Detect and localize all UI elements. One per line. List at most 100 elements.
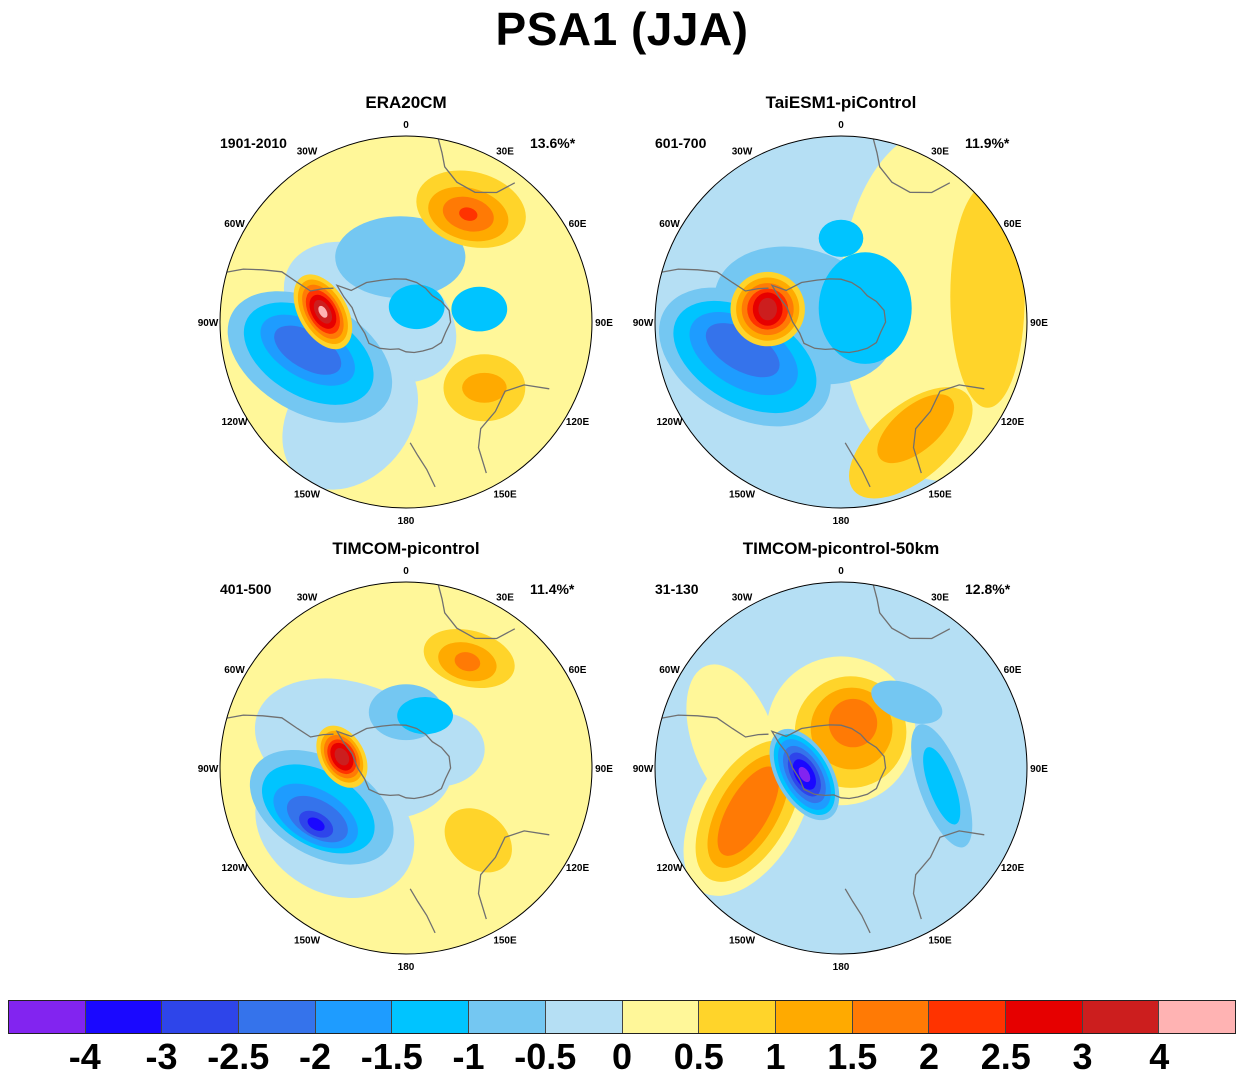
colorbar-swatch	[9, 1001, 86, 1033]
map-border	[219, 581, 593, 955]
longitude-label: 60W	[659, 219, 680, 230]
longitude-label: 90W	[633, 318, 654, 329]
colorbar-label: -1.5	[360, 1036, 423, 1077]
map-border	[654, 581, 1028, 955]
longitude-label: 0	[403, 120, 409, 131]
colorbar-label: 0.5	[673, 1036, 724, 1077]
map-panel: ERA20CM 1901-2010 13.6%* 0 30E 60E 90E 120E 150E…	[191, 93, 621, 538]
panel-years: 601-700	[655, 135, 707, 151]
panel-variance: 12.8%*	[965, 581, 1011, 597]
page-title: PSA1 (JJA)	[495, 3, 749, 55]
contour-region	[318, 305, 328, 318]
longitude-label: 150E	[493, 936, 517, 947]
contour-region	[923, 747, 961, 825]
anomaly-field	[220, 582, 592, 954]
colorbar-label: -0.5	[514, 1036, 577, 1077]
map-panel: TaiESM1-piControl 601-700 11.9%* 0 30E 60E 90E…	[626, 93, 1056, 538]
colorbar-label: 1	[765, 1036, 786, 1077]
longitude-label: 0	[403, 566, 409, 577]
contour-region	[950, 184, 1025, 408]
contour-region	[705, 323, 780, 378]
polar-map: 0 30E 60E 90E 120E 150E 180 150W 120W 90W 60W 30W	[198, 566, 614, 973]
longitude-label: 60W	[224, 665, 245, 676]
longitude-label: 30E	[931, 593, 949, 604]
coastline	[409, 442, 436, 488]
contour-region	[388, 284, 445, 330]
longitude-label: 120W	[656, 417, 683, 428]
panel-years: 1901-2010	[220, 135, 287, 151]
coastline	[409, 888, 436, 934]
longitude-label: 90E	[595, 764, 613, 775]
contour-region	[818, 219, 864, 257]
anomaly-field	[655, 582, 1027, 954]
coastline	[477, 384, 550, 474]
colorbar-swatch	[545, 1001, 623, 1033]
contour-region	[334, 748, 350, 766]
coastline	[912, 830, 985, 920]
longitude-label: 60E	[1004, 665, 1022, 676]
longitude-label: 120E	[1001, 417, 1025, 428]
colorbar-swatch	[392, 1001, 470, 1033]
coastline	[844, 442, 871, 488]
colorbar-swatch	[162, 1001, 240, 1033]
longitude-label: 180	[833, 962, 850, 973]
coastline	[657, 268, 769, 292]
longitude-label: 90E	[1030, 318, 1048, 329]
panel-title: TaiESM1-piControl	[765, 93, 917, 112]
longitude-label: 150W	[729, 490, 756, 501]
colorbar-label: -3	[145, 1036, 178, 1077]
contour-region	[454, 652, 481, 672]
coastline	[844, 888, 871, 934]
colorbar-label: -4	[68, 1036, 101, 1077]
coastline	[872, 138, 951, 194]
contour-region	[828, 698, 878, 748]
anomaly-field	[220, 136, 592, 508]
contour-region	[274, 325, 342, 375]
colorbar-label: 3	[1072, 1036, 1093, 1077]
longitude-label: 180	[833, 516, 850, 527]
colorbar-swatch	[852, 1001, 930, 1033]
longitude-label: 30E	[496, 147, 514, 158]
coastline	[222, 268, 334, 292]
colorbar-label: 0	[611, 1036, 633, 1077]
longitude-label: 150W	[294, 936, 321, 947]
contour-region	[871, 680, 943, 724]
contour-region	[397, 697, 453, 735]
longitude-label: 0	[838, 120, 844, 131]
longitude-label: 30E	[931, 147, 949, 158]
colorbar-swatch	[239, 1001, 316, 1033]
antarctica-coastline	[770, 724, 887, 800]
colorbar-label: -2.5	[207, 1036, 270, 1077]
colorbar-label: 2.5	[980, 1036, 1031, 1077]
colorbar-label: 2	[918, 1036, 940, 1077]
longitude-label: 150E	[928, 490, 952, 501]
longitude-label: 120W	[221, 863, 248, 874]
colorbar	[8, 1000, 1236, 1034]
longitude-label: 30W	[297, 593, 318, 604]
longitude-label: 0	[838, 566, 844, 577]
colorbar-swatch	[622, 1001, 700, 1033]
map-panel: TIMCOM-picontrol 401-500 11.4%* 0 30E 60E 90E 1…	[191, 539, 621, 984]
coastline	[872, 584, 951, 640]
contour-region	[459, 207, 478, 221]
longitude-label: 150E	[928, 936, 952, 947]
map-panel: TIMCOM-picontrol-50km 31-130 12.8%* 0 30E 60E…	[626, 539, 1056, 984]
polar-map: 0 30E 60E 90E 120E 150E 180 150W 120W 90W 60W 30W	[633, 120, 1049, 527]
longitude-label: 30W	[297, 147, 318, 158]
antarctica-coastline	[335, 724, 452, 800]
contour-region	[758, 297, 777, 321]
longitude-label: 120E	[566, 863, 590, 874]
anomaly-field	[655, 136, 1027, 508]
colorbar-swatch	[775, 1001, 853, 1033]
contour-region	[451, 286, 508, 332]
longitude-label: 180	[398, 516, 415, 527]
contour-region	[798, 766, 811, 783]
colorbar-swatch	[1159, 1001, 1235, 1033]
panel-years: 31-130	[655, 581, 699, 597]
map-border	[219, 135, 593, 509]
longitude-label: 90W	[633, 764, 654, 775]
panel-variance: 11.9%*	[965, 135, 1010, 151]
coastline	[912, 384, 985, 474]
longitude-label: 90W	[198, 318, 219, 329]
longitude-label: 30W	[732, 147, 753, 158]
